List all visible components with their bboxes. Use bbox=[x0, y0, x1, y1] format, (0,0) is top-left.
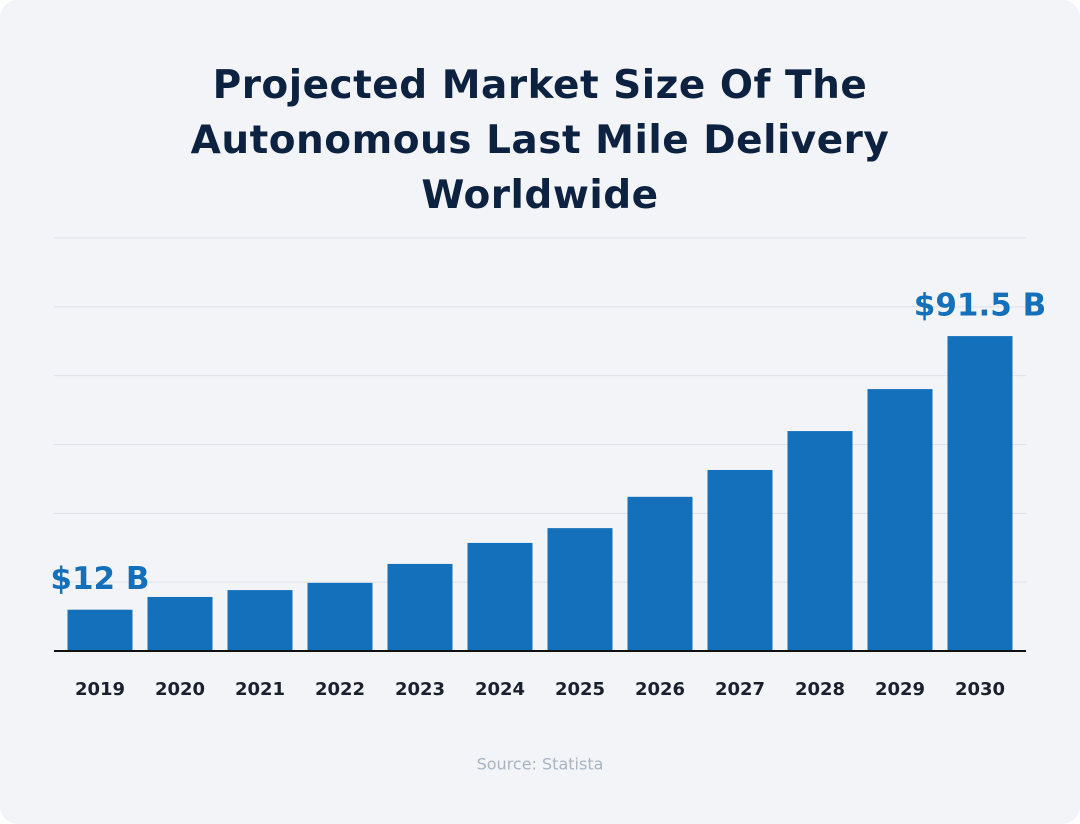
bar bbox=[787, 431, 853, 651]
bar bbox=[947, 336, 1013, 651]
x-tick-label: 2019 bbox=[75, 679, 125, 700]
x-tick-label: 2020 bbox=[155, 679, 205, 700]
x-tick-label: 2030 bbox=[955, 679, 1005, 700]
x-tick-label: 2023 bbox=[395, 679, 445, 700]
x-tick-label: 2022 bbox=[315, 679, 365, 700]
chart-title: Projected Market Size Of The Autonomous … bbox=[190, 63, 890, 218]
bar bbox=[867, 389, 933, 651]
value-label: $12 B bbox=[50, 561, 149, 597]
source: Source: Statista bbox=[477, 755, 604, 774]
bar bbox=[707, 469, 773, 651]
bar bbox=[147, 596, 213, 651]
value-label: $91.5 B bbox=[914, 288, 1046, 324]
bar bbox=[547, 528, 613, 651]
x-tick-label: 2021 bbox=[235, 679, 285, 700]
bar bbox=[227, 590, 293, 651]
x-tick-label: 2025 bbox=[555, 679, 605, 700]
x-tick-label: 2027 bbox=[715, 679, 765, 700]
x-tick-label: 2028 bbox=[795, 679, 845, 700]
x-tick-label: 2024 bbox=[475, 679, 525, 700]
x-tick-label: 2026 bbox=[635, 679, 685, 700]
x-tick-label: 2029 bbox=[875, 679, 925, 700]
bar bbox=[307, 582, 373, 651]
bar bbox=[627, 496, 693, 651]
bar bbox=[67, 609, 133, 651]
bar bbox=[467, 542, 533, 651]
bar bbox=[387, 563, 453, 651]
